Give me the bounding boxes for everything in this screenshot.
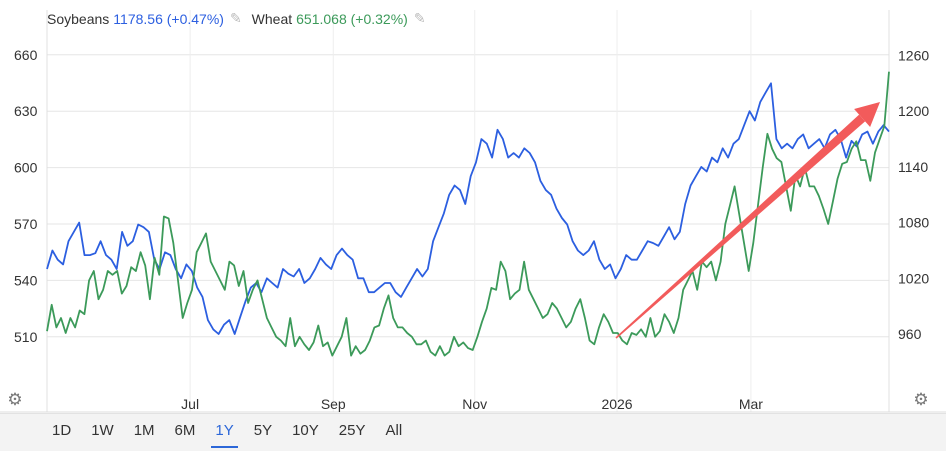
- x-tick-label: Mar: [739, 396, 763, 412]
- right-tick-label: 1260: [898, 47, 929, 63]
- range-button-1m[interactable]: 1M: [133, 422, 155, 439]
- pencil-icon[interactable]: ✎: [229, 10, 242, 26]
- wheat-legend-name: Wheat: [251, 10, 293, 27]
- right-axis: 960 1020 1080 1140 1200 1260: [898, 47, 929, 342]
- trend-arrow-annotation[interactable]: [615, 102, 880, 339]
- wheat-legend-value: 651.068 (+0.32%): [296, 10, 408, 27]
- x-tick-label: Jul: [181, 396, 199, 412]
- right-tick-label: 1080: [898, 215, 929, 231]
- legend: Soybeans 1178.56 (+0.47%) ✎ Wheat 651.06…: [47, 10, 436, 27]
- x-tick-label: Nov: [462, 396, 487, 412]
- arrow-head: [854, 102, 880, 127]
- range-button-1w[interactable]: 1W: [91, 422, 114, 439]
- left-axis: 510 540 570 600 630 660: [14, 47, 38, 345]
- right-tick-label: 960: [898, 326, 922, 342]
- range-button-1y[interactable]: 1Y: [211, 417, 238, 448]
- gear-icon[interactable]: ⚙: [913, 390, 929, 409]
- left-tick-label: 510: [14, 329, 38, 345]
- left-tick-label: 570: [14, 216, 38, 232]
- left-tick-label: 660: [14, 47, 38, 63]
- range-button-25y[interactable]: 25Y: [338, 422, 366, 439]
- x-tick-label: 2026: [601, 396, 632, 412]
- left-tick-label: 540: [14, 272, 38, 288]
- range-button-10y[interactable]: 10Y: [292, 422, 319, 439]
- right-tick-label: 1020: [898, 270, 929, 286]
- soybeans-series-line: [46, 82, 890, 335]
- soybeans-legend-value: 1178.56 (+0.47%): [113, 10, 224, 27]
- x-axis: Jul Sep Nov 2026 Mar: [181, 396, 763, 412]
- range-button-5y[interactable]: 5Y: [253, 422, 273, 439]
- range-button-1d[interactable]: 1D: [52, 422, 72, 439]
- x-tick-label: Sep: [321, 396, 346, 412]
- time-range-selector: 1D 1W 1M 6M 1Y 5Y 10Y 25Y All: [0, 413, 946, 451]
- range-button-6m[interactable]: 6M: [174, 422, 196, 439]
- pencil-icon[interactable]: ✎: [413, 10, 426, 26]
- range-button-all[interactable]: All: [385, 422, 403, 439]
- arrow-shaft: [615, 114, 866, 339]
- gear-icon[interactable]: ⚙: [7, 390, 23, 409]
- left-tick-label: 630: [14, 103, 38, 119]
- grid: [0, 10, 946, 413]
- right-tick-label: 1200: [898, 103, 929, 119]
- series-layer: [46, 71, 890, 357]
- soybeans-legend-name: Soybeans: [47, 10, 110, 27]
- left-tick-label: 600: [14, 160, 38, 176]
- wheat-series-line: [46, 71, 890, 357]
- right-tick-label: 1140: [898, 159, 928, 175]
